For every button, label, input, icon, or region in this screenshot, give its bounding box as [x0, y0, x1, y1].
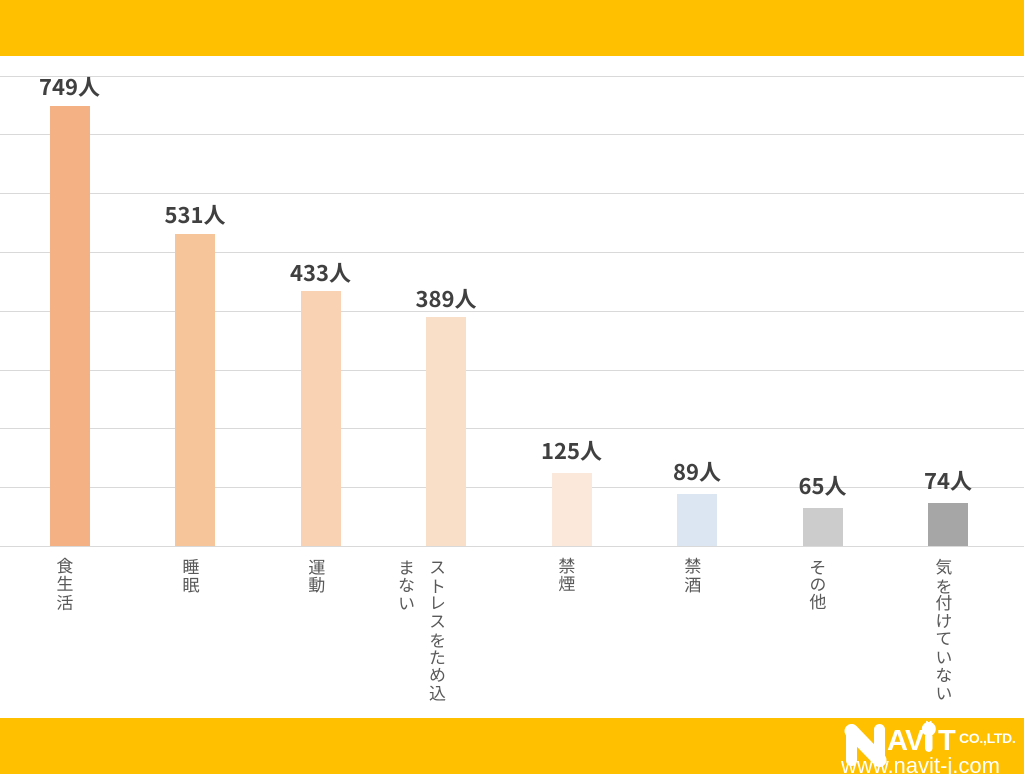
- svg-text:www.navit-j.com: www.navit-j.com: [840, 753, 1000, 776]
- svg-text:CO.,LTD.: CO.,LTD.: [959, 730, 1015, 746]
